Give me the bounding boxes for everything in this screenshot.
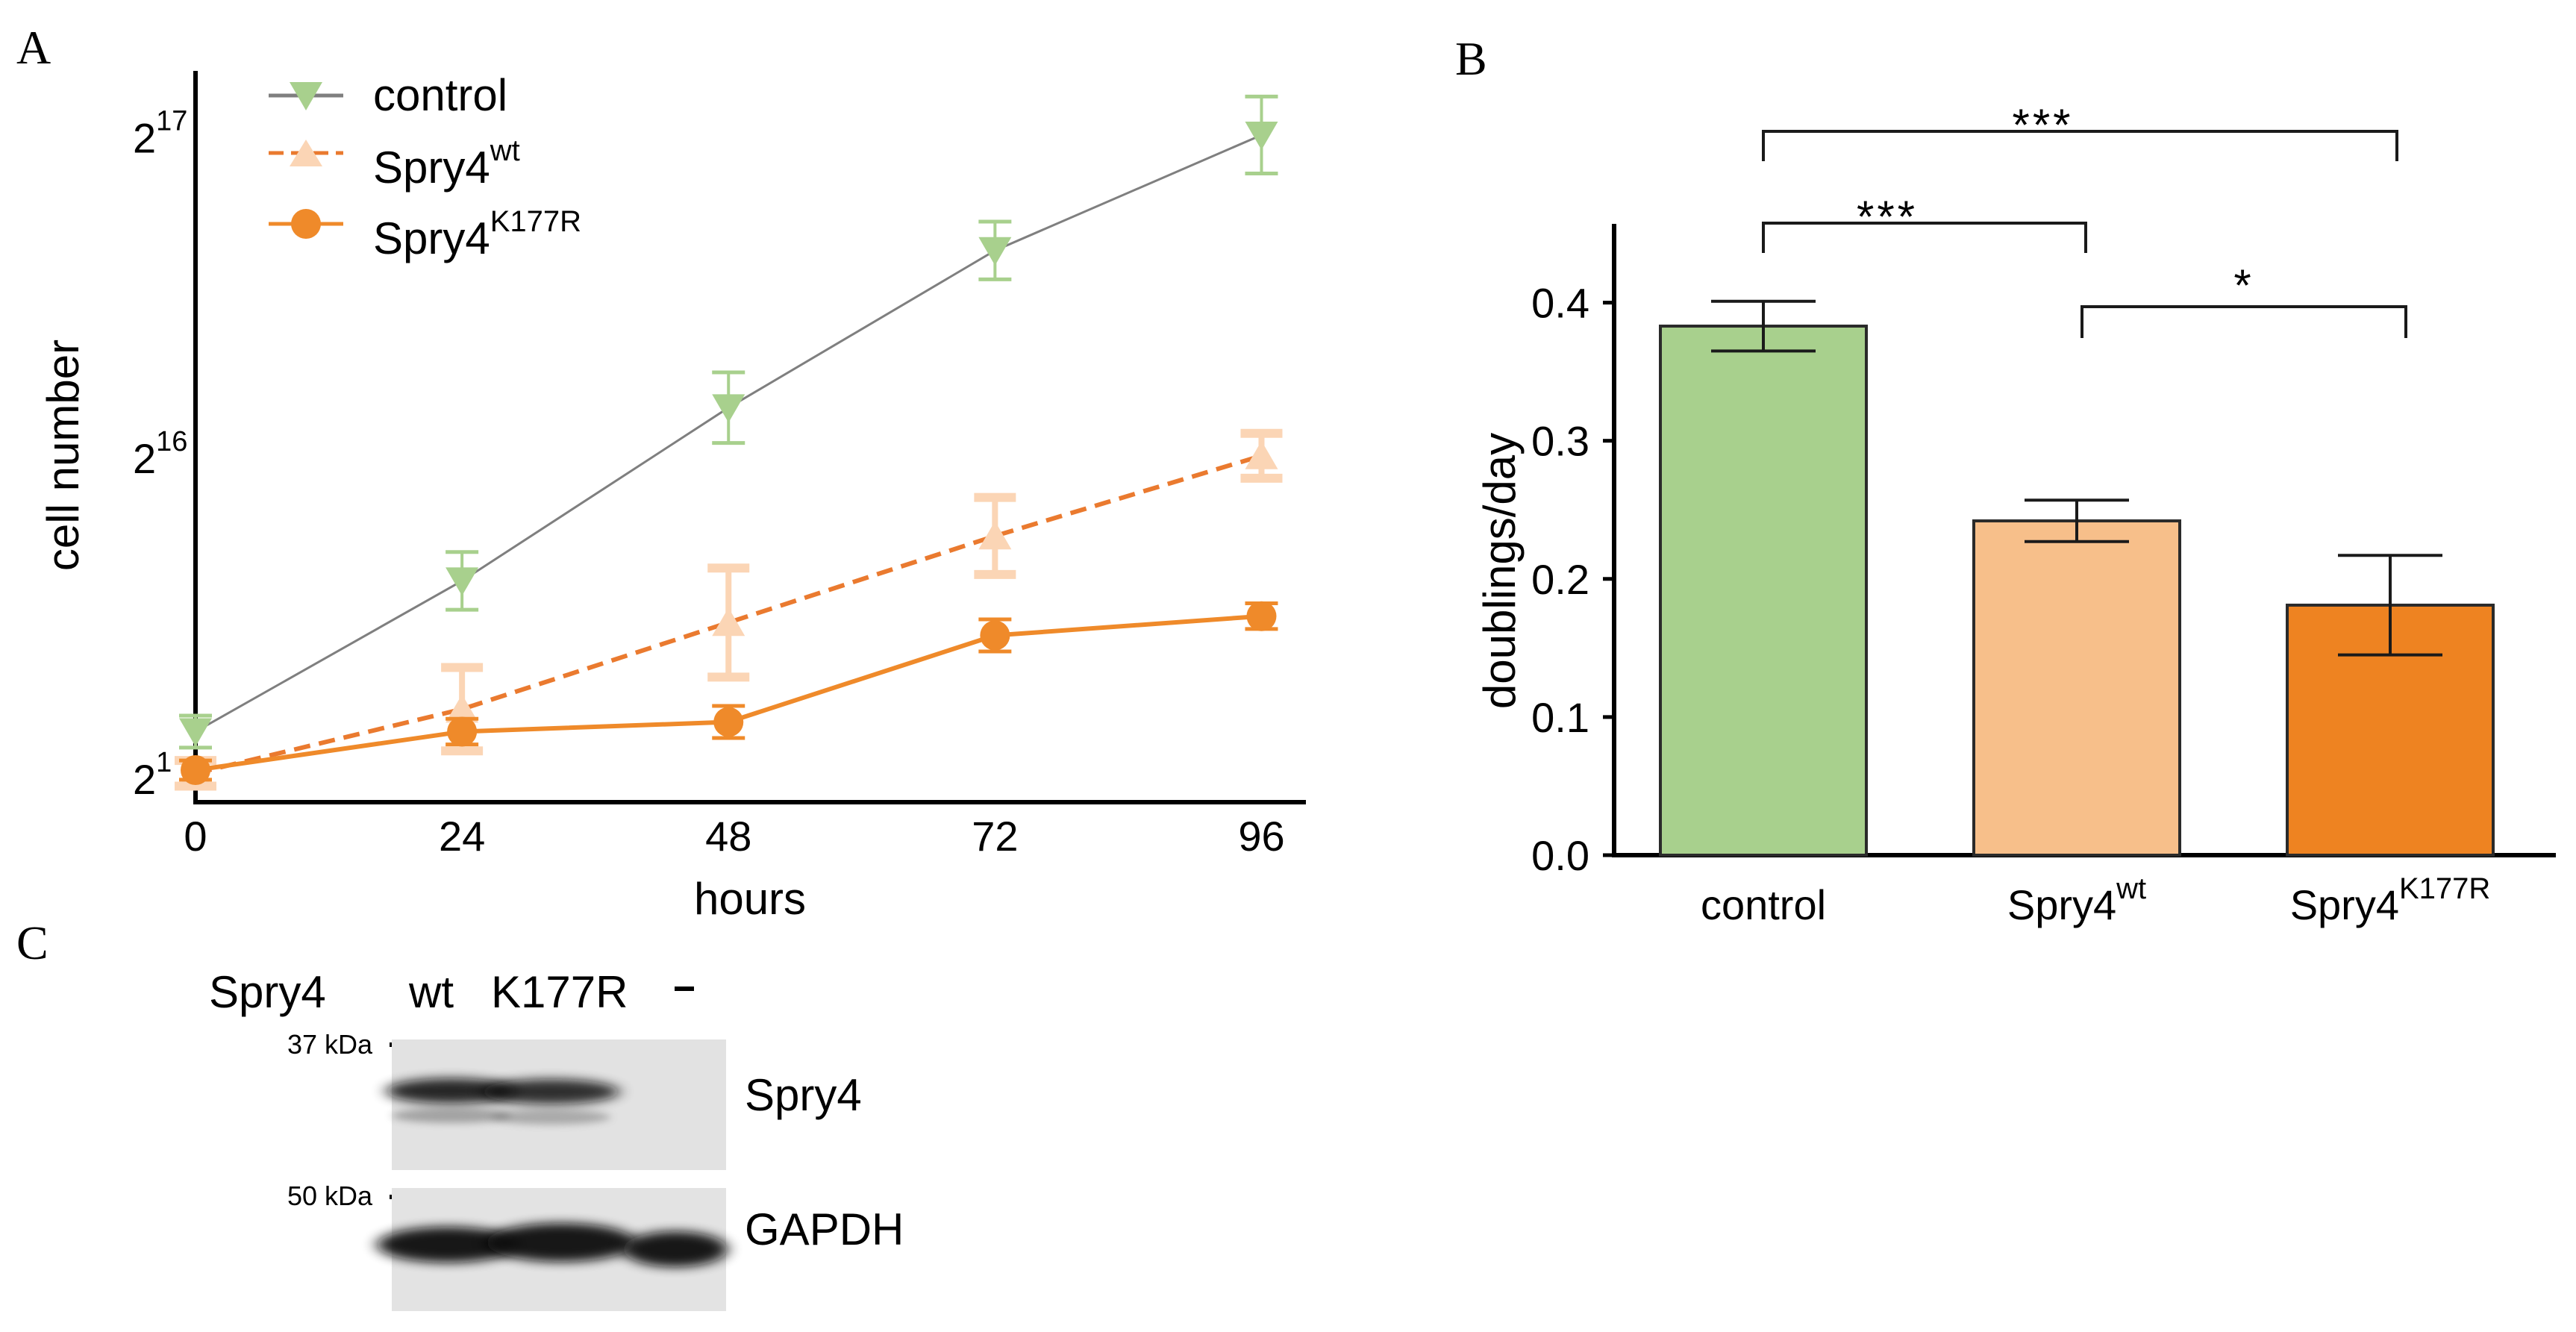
data-point bbox=[978, 521, 1012, 550]
bar-spry4wt bbox=[1972, 519, 2181, 857]
data-point bbox=[1245, 440, 1278, 469]
legend-label-control: control bbox=[373, 70, 507, 120]
x-tick-label-b: control bbox=[1701, 881, 1826, 928]
data-point bbox=[1245, 121, 1278, 150]
x-axis-title: hours bbox=[694, 874, 806, 924]
line-chart: 21 216 217 0 24 48 72 96 cell number hours con… bbox=[38, 70, 1306, 924]
data-point bbox=[712, 607, 745, 637]
x-tick-label: 24 bbox=[439, 813, 485, 860]
lane-label-empty bbox=[675, 987, 694, 991]
data-point bbox=[713, 707, 744, 737]
band-label-gapdh: GAPDH bbox=[745, 1204, 904, 1254]
significance-label: *** bbox=[1857, 192, 1918, 242]
y-tick-label-b: 0.3 bbox=[1531, 418, 1589, 465]
significance-label: *** bbox=[2012, 100, 2073, 150]
legend-label-spry4wt: Spry4wt bbox=[373, 134, 520, 193]
band-spry4-k177r bbox=[482, 1079, 619, 1104]
data-point bbox=[447, 716, 478, 747]
band-gapdh-empty bbox=[623, 1231, 728, 1267]
y-axis-title: cell number bbox=[38, 340, 88, 571]
lane-label-k177r: K177R bbox=[491, 967, 628, 1017]
legend-item-spry4k177r: Spry4K177R bbox=[269, 205, 581, 263]
significance-bracket bbox=[1762, 222, 2087, 253]
series-control bbox=[179, 94, 1278, 750]
band-spry4-wt bbox=[386, 1078, 517, 1104]
x-tick-label: 48 bbox=[705, 813, 751, 860]
data-point bbox=[181, 755, 210, 786]
data-point bbox=[179, 718, 212, 747]
lane-label-wt: wt bbox=[408, 967, 454, 1017]
x-tick-label: 0 bbox=[184, 813, 207, 860]
significance-label: * bbox=[2233, 260, 2254, 310]
panel-letter-c: C bbox=[16, 916, 49, 969]
marker-50kda: 50 kDa bbox=[287, 1181, 373, 1211]
x-tick-label-b: Spry4wt bbox=[2007, 872, 2146, 928]
y-tick-label-b: 0.0 bbox=[1531, 832, 1589, 879]
y-tick-label-b: 0.4 bbox=[1531, 280, 1589, 327]
blot-row-label: Spry4 bbox=[209, 967, 326, 1017]
legend-item-control: control bbox=[269, 70, 507, 120]
y-tick-label-b: 0.1 bbox=[1531, 694, 1589, 741]
y-tick-label: 216 bbox=[133, 426, 187, 482]
marker-37kda: 37 kDa bbox=[287, 1029, 373, 1060]
data-point bbox=[712, 394, 745, 423]
band-gapdh-wt bbox=[377, 1227, 519, 1263]
significance-bracket bbox=[1762, 130, 2398, 161]
legend-item-spry4wt: Spry4wt bbox=[269, 134, 520, 193]
data-point bbox=[446, 694, 479, 723]
bar-chart: 0.0 0.1 0.2 0.3 0.4 control Spry4wt Spry4K177R… bbox=[1475, 100, 2556, 928]
blot-strip-gapdh bbox=[377, 1188, 728, 1311]
legend: control Spry4wt Spry4K177R bbox=[269, 70, 581, 263]
panel-letter-a: A bbox=[16, 21, 51, 74]
data-point bbox=[978, 237, 1012, 266]
band-gapdh-k177r bbox=[487, 1223, 636, 1262]
bar-control bbox=[1659, 325, 1868, 857]
legend-marker-spry4wt bbox=[290, 140, 322, 166]
y-tick-label: 217 bbox=[133, 105, 187, 161]
series-spry4k177r bbox=[179, 601, 1278, 786]
western-blot: Spry4 wt K177R 37 kDa 50 kDa Spry4 GAPDH bbox=[209, 967, 904, 1311]
legend-marker-spry4k177r bbox=[291, 209, 321, 239]
legend-label-spry4k177r: Spry4K177R bbox=[373, 205, 581, 263]
y-axis-title-b: doublings/day bbox=[1475, 433, 1525, 709]
significance-bracket bbox=[2081, 305, 2407, 338]
x-tick-label: 96 bbox=[1238, 813, 1284, 860]
blot-strip-spry4 bbox=[386, 1039, 726, 1170]
series-line bbox=[195, 453, 1263, 776]
y-tick-label: 21 bbox=[133, 747, 172, 803]
legend-marker-control bbox=[290, 82, 322, 110]
band-label-spry4: Spry4 bbox=[745, 1070, 862, 1120]
data-point bbox=[980, 620, 1010, 651]
data-point bbox=[1246, 601, 1277, 631]
x-tick-label: 72 bbox=[972, 813, 1018, 860]
data-point bbox=[446, 567, 479, 596]
y-tick-label-b: 0.2 bbox=[1531, 556, 1589, 603]
x-tick-label-b: Spry4K177R bbox=[2290, 872, 2491, 928]
panel-letter-b: B bbox=[1455, 32, 1487, 85]
